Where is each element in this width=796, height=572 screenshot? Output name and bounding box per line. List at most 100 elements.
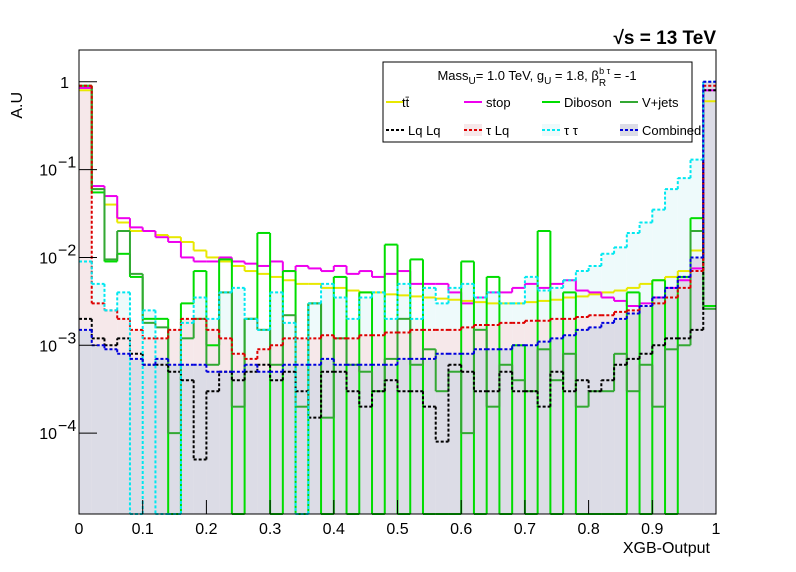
x-axis-label: XGB-Output	[623, 540, 711, 557]
fill-bin	[665, 287, 678, 514]
x-tick-label: 0.6	[450, 521, 472, 538]
axes: 0 0.1 0.2 0.3 0.4 0.5 0.6 0.7 0.8 0.9 110 −410 −310−…	[39, 75, 720, 538]
plot-frame	[78, 49, 717, 515]
y-tick-base: 10	[39, 250, 57, 267]
fill-bin	[435, 353, 449, 514]
legend-label: Diboson	[564, 95, 612, 110]
x-tick-label: 0	[75, 521, 84, 538]
legend-header-part: U	[544, 76, 551, 87]
fill-bin	[397, 358, 411, 514]
x-tick-label: 0.8	[577, 521, 599, 538]
y-tick-label: 10	[39, 163, 57, 180]
x-tick-label: 0.4	[323, 521, 345, 538]
fill-bin	[231, 371, 245, 514]
legend-label: stop	[486, 95, 511, 110]
fill-bin	[639, 306, 653, 514]
legend-label: tt̄	[402, 95, 410, 110]
fill-bin	[614, 318, 627, 514]
legend-fill	[542, 124, 560, 136]
x-tick-label: 0.7	[514, 521, 536, 538]
fill-bin	[193, 364, 207, 514]
fill-bin	[244, 364, 258, 514]
x-tick-label: 0.5	[386, 521, 408, 538]
legend-fill	[464, 124, 482, 136]
y-axis-label: A.U	[9, 92, 26, 119]
legend-label: Lq Lq	[408, 123, 441, 138]
fill-bin	[499, 349, 513, 514]
fill-bin	[473, 349, 487, 514]
fill-bin	[129, 358, 143, 514]
legend-label: Combined	[642, 123, 701, 138]
y-tick-base: 10	[39, 163, 57, 180]
y-tick-label: 10	[39, 338, 57, 355]
x-tick-label: 1	[712, 521, 721, 538]
fill-bin	[575, 329, 589, 514]
fill-bin	[563, 335, 576, 514]
fill-bin	[448, 353, 462, 514]
legend-header-part: b τ	[599, 66, 611, 76]
fill-bin	[550, 338, 564, 514]
fill-bin	[295, 364, 309, 514]
y-tick-label: 10	[39, 250, 57, 267]
fill-bin	[333, 364, 347, 514]
fill-bin	[359, 364, 373, 514]
fill-bin	[537, 341, 551, 514]
fill-bin	[601, 322, 615, 514]
fill-bin	[257, 371, 271, 514]
x-tick-label: 0.1	[132, 521, 154, 538]
fill-bin	[142, 364, 156, 514]
legend-header-part: R	[599, 78, 606, 89]
legend-box	[382, 61, 693, 143]
fill-bin	[512, 345, 525, 514]
y-tick-exponent: −3	[58, 330, 76, 347]
y-tick-exponent: −1	[58, 155, 76, 172]
fill-bin	[308, 364, 322, 514]
legend-header-part: Mass	[437, 68, 469, 83]
fill-bin	[588, 327, 602, 514]
fill-bin	[677, 276, 691, 514]
legend-header-part: = 1.8, β	[551, 68, 599, 83]
legend-label: τ Lq	[486, 123, 509, 138]
fill-bin	[626, 313, 640, 514]
y-tick-exponent: −2	[58, 242, 76, 259]
fill-bin	[703, 81, 716, 514]
fill-bin	[282, 364, 296, 514]
x-tick-label: 0.9	[641, 521, 663, 538]
fill-bin	[372, 364, 385, 514]
fill-bin	[410, 358, 423, 514]
y-tick-base: 10	[39, 426, 57, 443]
legend-header-part: U	[469, 76, 476, 87]
fill-bin	[91, 345, 105, 514]
fill-bin	[155, 358, 169, 514]
legend: MassU= 1.0 TeV, gU = 1.8, βRb τ = -1 tt̄…	[382, 61, 701, 143]
lines	[79, 80, 716, 515]
legend-header-part: = -1	[610, 68, 636, 83]
fill-bin	[219, 371, 232, 514]
legend-label: V+jets	[642, 95, 679, 110]
fill-bin	[180, 364, 194, 514]
y-tick-exponent: −4	[58, 418, 76, 435]
fill-bin	[79, 329, 92, 514]
y-tick-base: 10	[39, 338, 57, 355]
legend-header-part: = 1.0 TeV, g	[476, 68, 544, 83]
legend-label: τ τ	[564, 123, 579, 138]
fill-bin	[346, 364, 360, 514]
fill-bin	[270, 371, 283, 514]
fills	[79, 81, 716, 515]
fill-bin	[206, 371, 220, 514]
fill-bin	[384, 364, 398, 514]
legend-header: MassU= 1.0 TeV, gU = 1.8, βRb τ = -1	[437, 66, 636, 89]
energy-label: √s = 13 TeV	[614, 28, 717, 49]
fill-bin	[690, 257, 704, 514]
x-tick-label: 0.3	[259, 521, 281, 538]
fill-bin	[524, 345, 538, 514]
fill-bin	[422, 358, 436, 514]
legend-fill	[620, 124, 638, 136]
fill-bin	[104, 349, 118, 514]
y-tick-label: 10	[39, 426, 57, 443]
x-tick-label: 0.2	[195, 521, 217, 538]
fill-bin	[486, 349, 500, 514]
fill-bin	[168, 364, 181, 514]
fill-bin	[117, 353, 130, 514]
